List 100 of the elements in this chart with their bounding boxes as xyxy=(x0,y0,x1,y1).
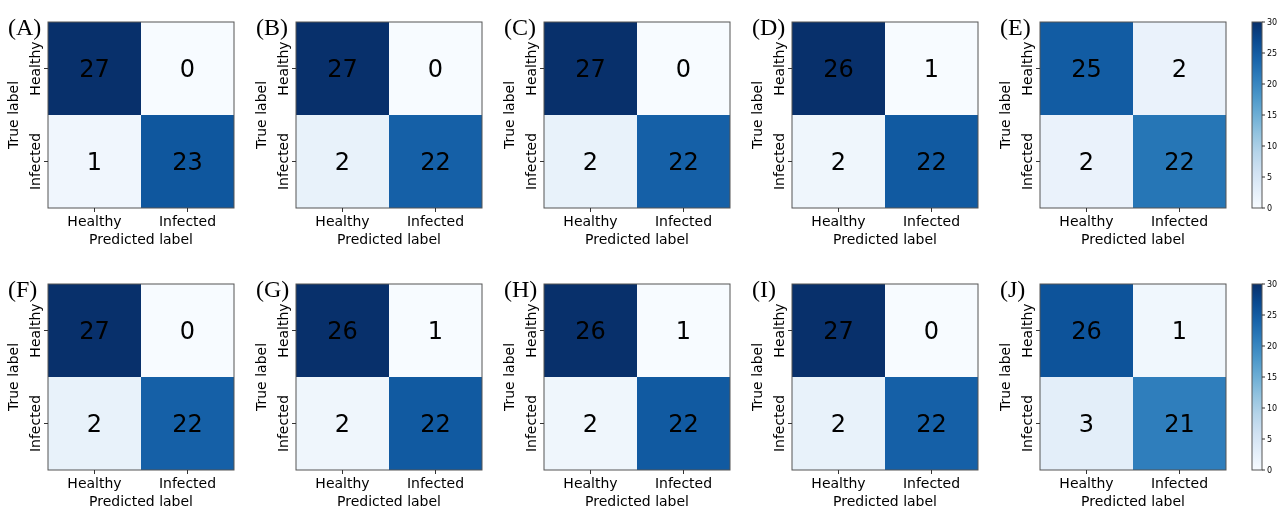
data-label: 2 xyxy=(1171,54,1188,83)
x-axis-title: Predicted label xyxy=(832,493,938,509)
y-tick-label: Infected xyxy=(275,132,291,191)
chart-title: (E) xyxy=(1000,13,1031,40)
data-label: 2 xyxy=(582,409,599,438)
x-axis-title: Predicted label xyxy=(336,231,442,247)
y-tick-label: Infected xyxy=(27,394,43,453)
chart-title: (H) xyxy=(504,275,538,302)
color-bar-label: 0 xyxy=(1267,465,1273,475)
data-label: 22 xyxy=(916,409,947,438)
x-tick-label: Healthy xyxy=(563,213,618,229)
data-label: 1 xyxy=(86,147,103,176)
y-tick-label: Healthy xyxy=(27,303,43,358)
data-label: 2 xyxy=(334,409,351,438)
x-tick-label: Healthy xyxy=(563,475,618,491)
color-bar-label: 25 xyxy=(1267,48,1278,58)
data-label: 22 xyxy=(420,409,451,438)
x-tick-label: Infected xyxy=(902,475,961,491)
y-tick-label: Infected xyxy=(1019,132,1035,191)
chart-title: (G) xyxy=(256,275,290,302)
y-axis-title: True label xyxy=(5,80,21,151)
chart-title: (J) xyxy=(1000,275,1026,302)
data-label: 3 xyxy=(1078,409,1095,438)
y-tick-label: Infected xyxy=(27,132,43,191)
data-label: 0 xyxy=(179,316,196,345)
data-label: 27 xyxy=(79,54,110,83)
color-bar-label: 0 xyxy=(1267,203,1273,213)
x-axis-title: Predicted label xyxy=(584,231,690,247)
data-label: 23 xyxy=(172,147,203,176)
data-label: 22 xyxy=(916,147,947,176)
y-axis-title: True label xyxy=(997,342,1013,413)
y-axis-title: True label xyxy=(5,342,21,413)
color-bar-label: 25 xyxy=(1267,310,1278,320)
chart-title: (F) xyxy=(8,275,38,302)
color-bar-label: 15 xyxy=(1267,110,1278,120)
color-bar-label: 15 xyxy=(1267,372,1278,382)
x-tick-label: Healthy xyxy=(1059,475,1114,491)
data-label: 0 xyxy=(923,316,940,345)
color-bar-label: 5 xyxy=(1267,172,1273,182)
x-axis-title: Predicted label xyxy=(336,493,442,509)
y-tick-label: Healthy xyxy=(771,303,787,358)
data-label: 26 xyxy=(575,316,606,345)
color-bar-label: 20 xyxy=(1267,79,1278,89)
chart-title: (A) xyxy=(8,13,42,40)
color-bar-label: 30 xyxy=(1267,17,1278,27)
y-tick-label: Healthy xyxy=(1019,303,1035,358)
x-tick-label: Infected xyxy=(406,475,465,491)
x-tick-label: Healthy xyxy=(315,213,370,229)
data-label: 27 xyxy=(823,316,854,345)
y-tick-label: Healthy xyxy=(275,41,291,96)
x-tick-label: Healthy xyxy=(1059,213,1114,229)
data-label: 22 xyxy=(668,147,699,176)
data-label: 2 xyxy=(86,409,103,438)
x-axis-title: Predicted label xyxy=(88,493,194,509)
data-label: 0 xyxy=(427,54,444,83)
x-tick-label: Infected xyxy=(158,475,217,491)
chart-title: (B) xyxy=(256,13,288,40)
x-tick-label: Infected xyxy=(1150,213,1209,229)
data-label: 27 xyxy=(575,54,606,83)
x-tick-label: Healthy xyxy=(67,475,122,491)
y-tick-label: Healthy xyxy=(523,41,539,96)
data-label: 2 xyxy=(830,409,847,438)
y-tick-label: Infected xyxy=(523,394,539,453)
y-tick-label: Infected xyxy=(523,132,539,191)
data-label: 1 xyxy=(923,54,940,83)
x-tick-label: Infected xyxy=(1150,475,1209,491)
x-axis-title: Predicted label xyxy=(1080,493,1186,509)
y-axis-title: True label xyxy=(501,80,517,151)
color-bar-label: 5 xyxy=(1267,434,1273,444)
x-tick-label: Infected xyxy=(406,213,465,229)
y-tick-label: Infected xyxy=(275,394,291,453)
x-tick-label: Healthy xyxy=(67,213,122,229)
x-tick-label: Healthy xyxy=(811,475,866,491)
x-tick-label: Infected xyxy=(158,213,217,229)
data-label: 25 xyxy=(1071,54,1102,83)
data-label: 21 xyxy=(1164,409,1195,438)
data-label: 26 xyxy=(1071,316,1102,345)
chart-title: (I) xyxy=(752,275,776,302)
y-axis-title: True label xyxy=(997,80,1013,151)
data-label: 1 xyxy=(675,316,692,345)
y-axis-title: True label xyxy=(253,80,269,151)
data-label: 0 xyxy=(675,54,692,83)
x-axis-title: Predicted label xyxy=(1080,231,1186,247)
color-bar-label: 10 xyxy=(1267,141,1278,151)
x-axis-title: Predicted label xyxy=(584,493,690,509)
y-tick-label: Healthy xyxy=(275,303,291,358)
y-tick-label: Healthy xyxy=(523,303,539,358)
data-label: 2 xyxy=(1078,147,1095,176)
data-label: 26 xyxy=(327,316,358,345)
data-label: 22 xyxy=(668,409,699,438)
y-tick-label: Healthy xyxy=(1019,41,1035,96)
y-tick-label: Healthy xyxy=(771,41,787,96)
y-axis-title: True label xyxy=(749,342,765,413)
color-bar-label: 10 xyxy=(1267,403,1278,413)
data-label: 2 xyxy=(830,147,847,176)
x-tick-label: Healthy xyxy=(811,213,866,229)
data-label: 1 xyxy=(427,316,444,345)
data-label: 1 xyxy=(1171,316,1188,345)
x-tick-label: Infected xyxy=(654,213,713,229)
y-tick-label: Infected xyxy=(771,394,787,453)
